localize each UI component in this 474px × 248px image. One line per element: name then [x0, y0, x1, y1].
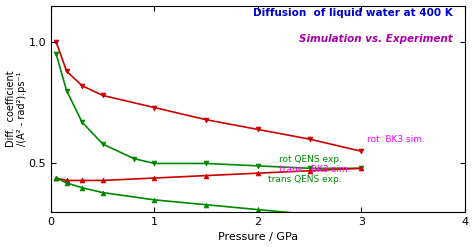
Text: rot QENS exp.: rot QENS exp. — [279, 155, 342, 164]
Text: Diffusion  of liquid water at 400 K: Diffusion of liquid water at 400 K — [253, 8, 453, 18]
X-axis label: Pressure / GPa: Pressure / GPa — [218, 232, 298, 243]
Y-axis label: Diff.  coefficient
/(A² - rad²).ps⁻¹: Diff. coefficient /(A² - rad²).ps⁻¹ — [6, 70, 27, 147]
Text: trans   BK3 sim.: trans BK3 sim. — [279, 165, 350, 174]
Text: Simulation vs. Experiment: Simulation vs. Experiment — [299, 34, 453, 44]
Text: rot  BK3 sim.: rot BK3 sim. — [366, 135, 425, 144]
Text: trans QENS exp.: trans QENS exp. — [268, 175, 342, 184]
